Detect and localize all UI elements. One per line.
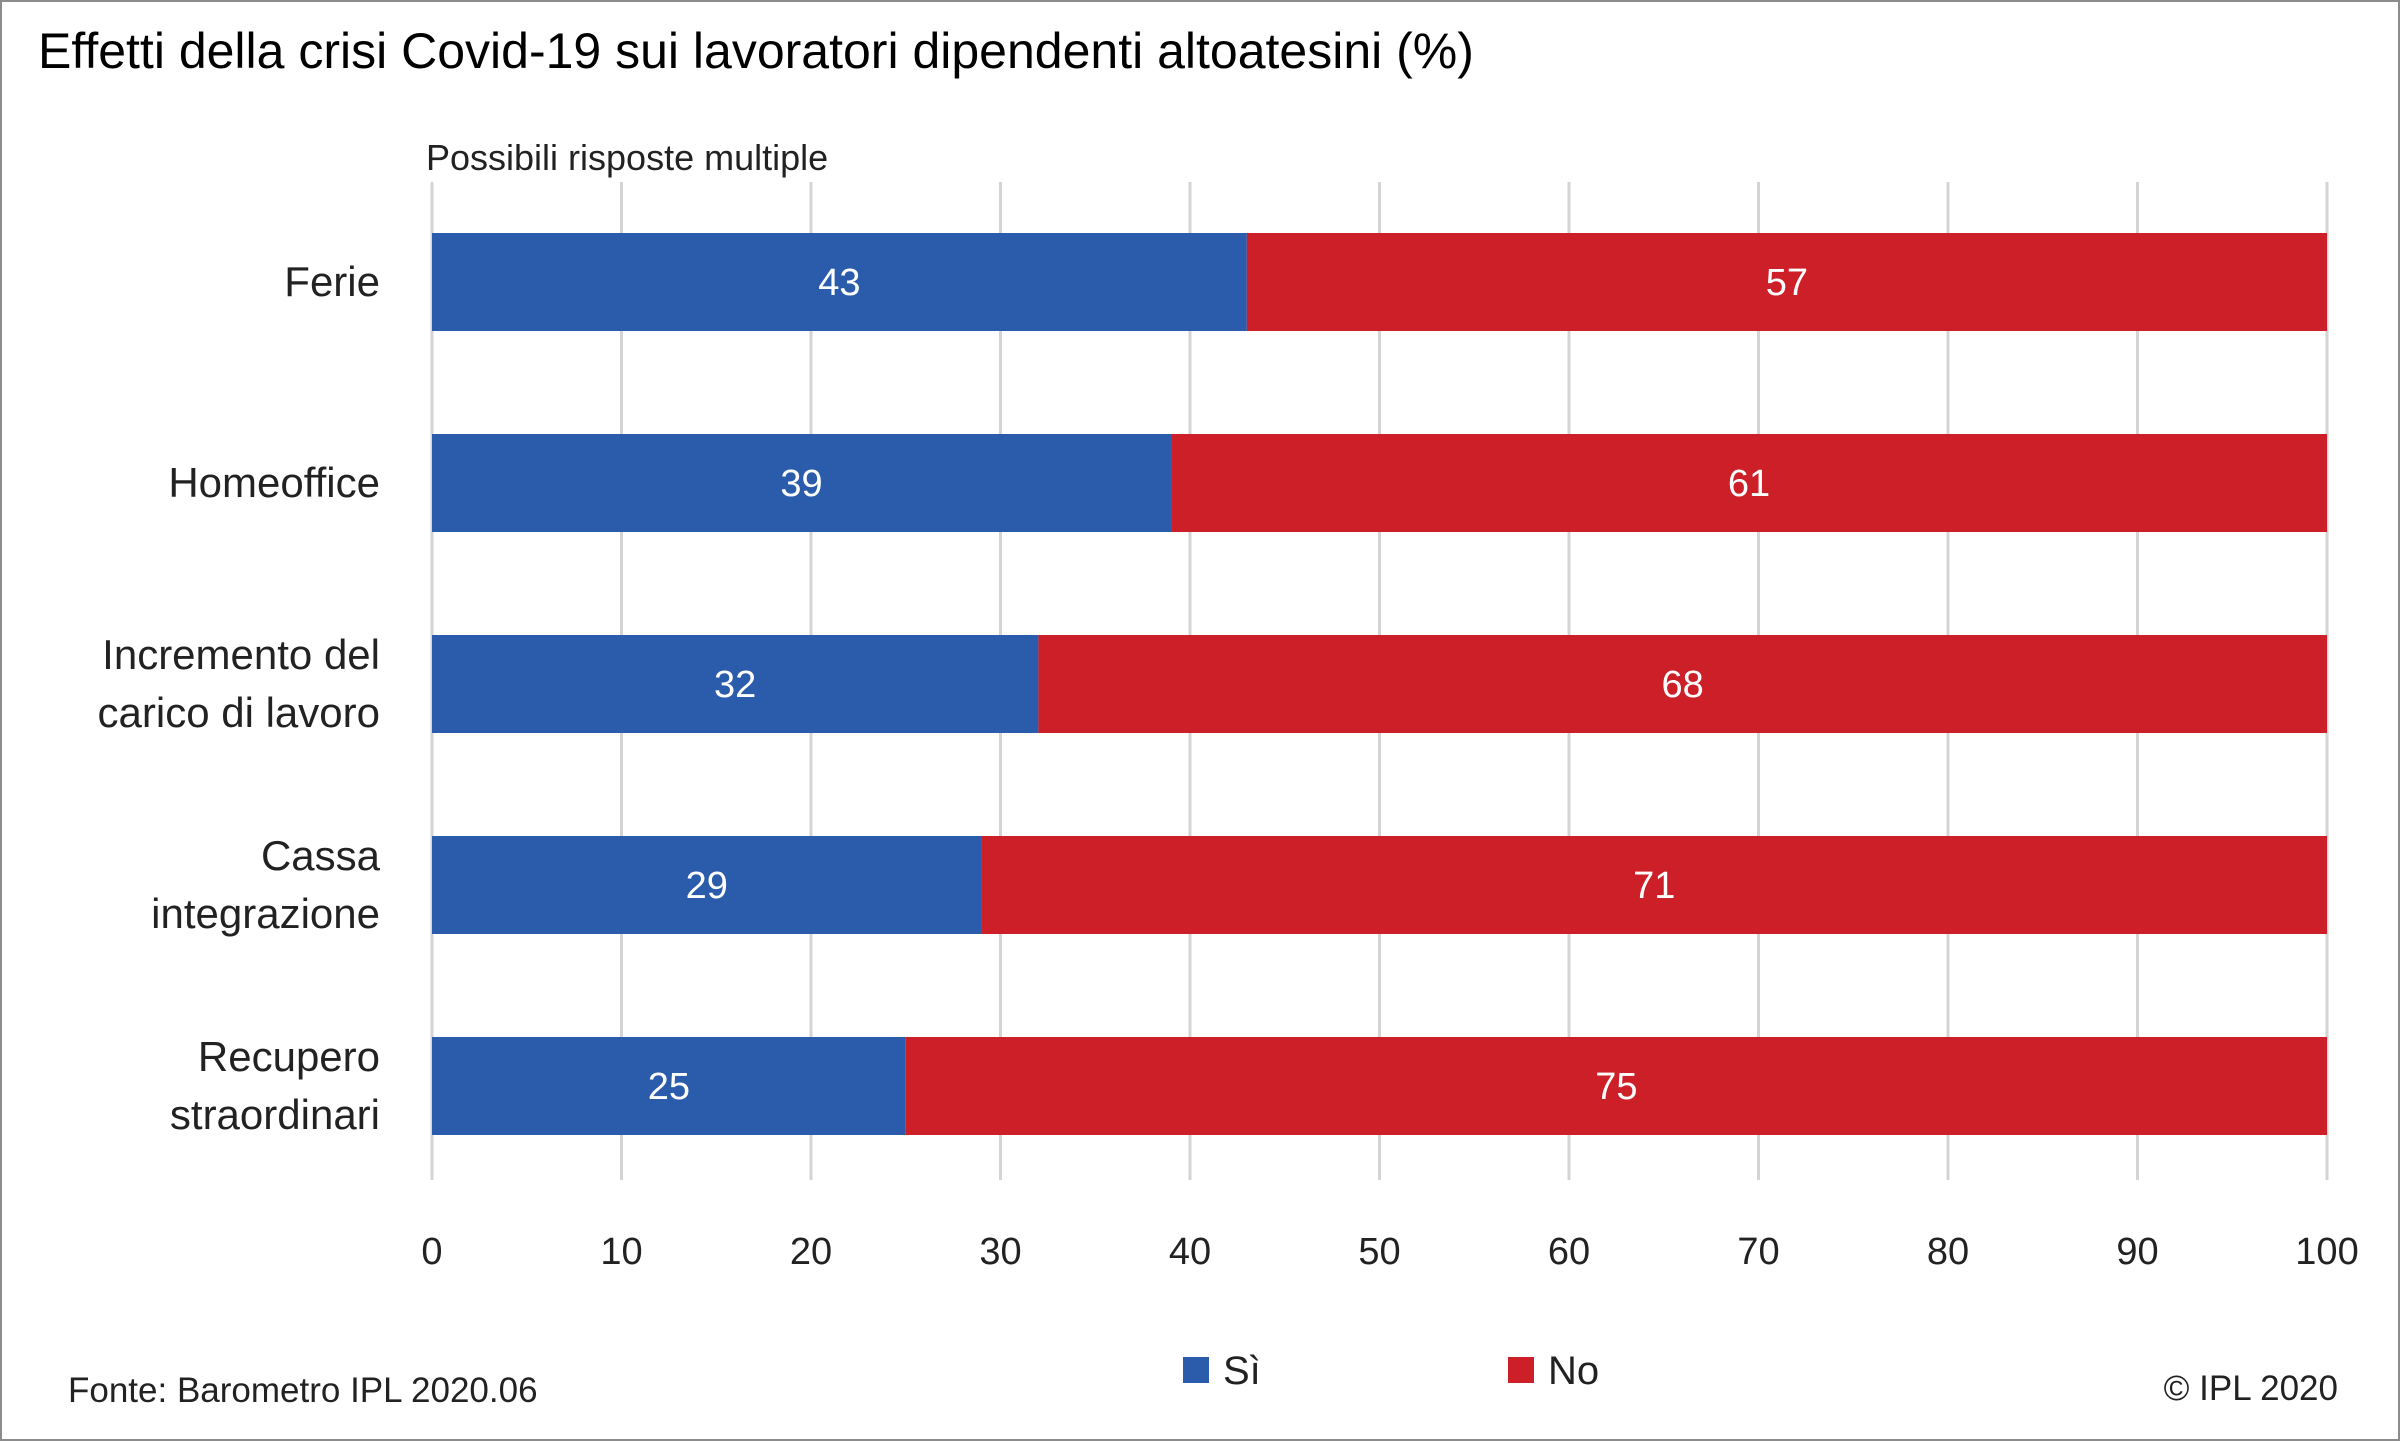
category-label-3-1: integrazione (151, 890, 380, 937)
x-tick-40: 40 (1169, 1231, 1211, 1273)
bar-si-2 (432, 635, 1039, 733)
legend-label-no: No (1548, 1349, 1599, 1393)
x-tick-80: 80 (1927, 1231, 1969, 1273)
x-tick-100: 100 (2295, 1231, 2358, 1273)
bar-si-0 (432, 233, 1247, 331)
bar-no-0 (1246, 233, 2327, 331)
chart-title: Effetti della crisi Covid-19 sui lavorat… (38, 23, 1474, 79)
chart-subtitle: Possibili risposte multiple (426, 137, 828, 178)
x-tick-10: 10 (600, 1231, 642, 1273)
category-label-0-0: Ferie (284, 258, 380, 305)
bar-si-1 (432, 434, 1172, 532)
bar-si-3 (432, 836, 982, 934)
legend: Sì No (1183, 1349, 1599, 1393)
category-label-2-1: carico di lavoro (98, 689, 380, 736)
bar-no-2 (1038, 635, 2327, 733)
data-label-no-3: 71 (1633, 865, 1675, 907)
category-label-3-0: Cassa (261, 832, 381, 879)
data-label-si-0: 43 (818, 262, 860, 304)
data-label-no-2: 68 (1662, 664, 1704, 706)
category-label-1-0: Homeoffice (168, 459, 380, 506)
bar-no-1 (1171, 434, 2327, 532)
bar-si-4 (432, 1037, 906, 1135)
category-labels: Ferie Homeoffice Incremento del carico di l… (98, 258, 381, 1138)
data-label-si-3: 29 (686, 865, 728, 907)
data-label-no-1: 61 (1728, 463, 1770, 505)
data-label-si-2: 32 (714, 664, 756, 706)
legend-label-si: Sì (1223, 1349, 1261, 1393)
bars: 43 57 39 61 32 68 29 71 25 75 (432, 233, 2327, 1135)
category-label-4-0: Recupero (198, 1033, 380, 1080)
x-axis-ticks: 0 10 20 30 40 50 60 70 80 90 100 (421, 1231, 2358, 1273)
x-tick-70: 70 (1737, 1231, 1779, 1273)
x-tick-20: 20 (790, 1231, 832, 1273)
data-label-no-4: 75 (1595, 1066, 1637, 1108)
data-label-si-4: 25 (648, 1066, 690, 1108)
x-tick-0: 0 (421, 1231, 442, 1273)
data-label-si-1: 39 (780, 463, 822, 505)
category-label-2-0: Incremento del (102, 631, 380, 678)
bar-no-3 (981, 836, 2327, 934)
category-label-4-1: straordinari (170, 1091, 380, 1138)
x-tick-30: 30 (979, 1231, 1021, 1273)
copyright-note: © IPL 2020 (2164, 1369, 2338, 1408)
legend-swatch-si (1183, 1357, 1209, 1383)
x-tick-60: 60 (1548, 1231, 1590, 1273)
source-note: Fonte: Barometro IPL 2020.06 (68, 1371, 538, 1410)
data-label-no-0: 57 (1766, 262, 1808, 304)
x-tick-50: 50 (1358, 1231, 1400, 1273)
x-tick-90: 90 (2116, 1231, 2158, 1273)
legend-swatch-no (1508, 1357, 1534, 1383)
bar-no-4 (905, 1037, 2327, 1135)
